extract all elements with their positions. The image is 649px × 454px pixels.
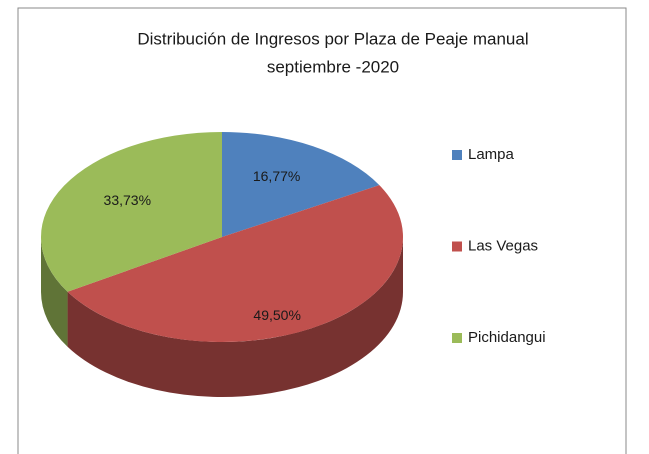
legend-label: Las Vegas (468, 237, 538, 254)
legend-label: Pichidangui (468, 329, 546, 346)
pie-side (67, 237, 403, 398)
legend-swatch (452, 241, 462, 252)
data-label: 16,77% (253, 168, 300, 184)
legend-swatch (452, 150, 462, 160)
pie-side (41, 237, 68, 347)
data-label: 33,73% (104, 192, 151, 208)
data-label: 49,50% (253, 307, 300, 323)
pie-slice (40, 132, 223, 292)
chart-title: Distribución de Ingresos por Plaza de Pe… (137, 29, 528, 48)
pie-slice (222, 132, 380, 237)
legend-swatch (452, 333, 462, 343)
pie-slice (67, 185, 404, 343)
legend-label: Lampa (468, 146, 515, 163)
chart-subtitle: septiembre -2020 (267, 57, 399, 76)
